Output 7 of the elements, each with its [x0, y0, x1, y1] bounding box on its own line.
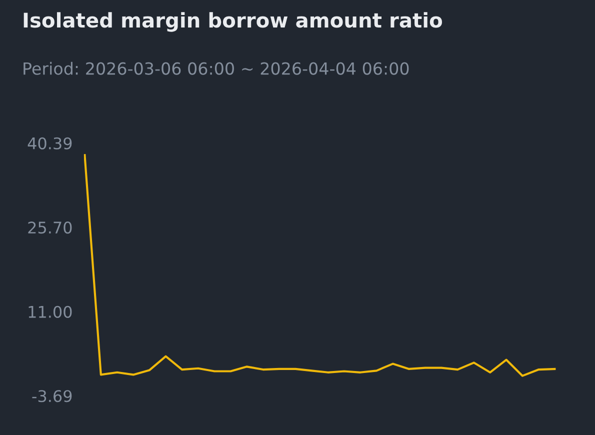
y-tick-label: 11.00 — [28, 306, 72, 318]
y-tick-label: -3.69 — [32, 390, 72, 402]
y-tick-label: 25.70 — [28, 222, 72, 234]
chart-title: Isolated margin borrow amount ratio — [24, 12, 442, 32]
line-series — [84, 154, 556, 377]
chart-subtitle: Period: 2026-03-06 06:00 ~ 2026-04-04 06:00 — [24, 62, 409, 75]
y-tick-label: 40.39 — [28, 137, 72, 150]
